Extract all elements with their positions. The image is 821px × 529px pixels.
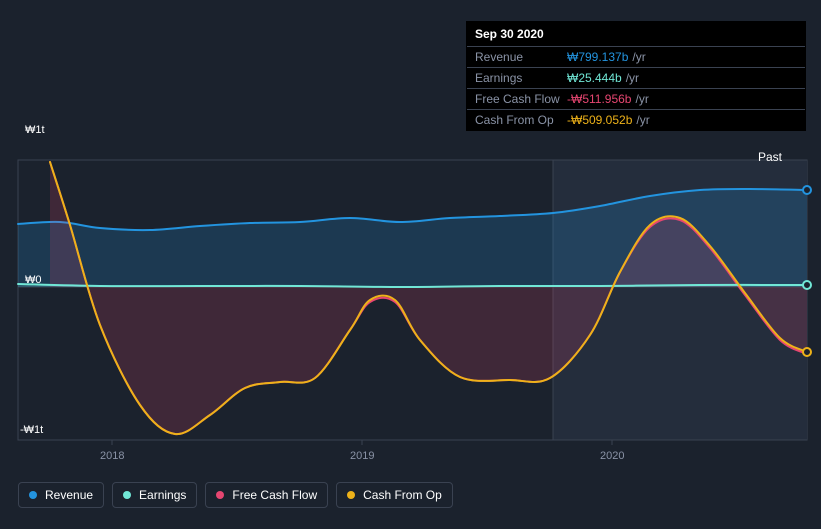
chart-tooltip: Sep 30 2020 Revenue₩799.137b/yrEarnings₩… — [466, 21, 806, 131]
legend-item-free-cash-flow[interactable]: Free Cash Flow — [205, 482, 328, 508]
legend-item-revenue[interactable]: Revenue — [18, 482, 104, 508]
past-label: Past — [758, 150, 782, 164]
x-axis-label: 2019 — [350, 450, 374, 462]
y-axis-label: ₩0 — [25, 274, 42, 286]
legend-label: Free Cash Flow — [232, 488, 317, 502]
tooltip-row-value: -₩509.052b — [567, 113, 632, 127]
tooltip-row-label: Revenue — [475, 50, 567, 64]
tooltip-row-unit: /yr — [636, 113, 649, 127]
legend-dot-icon — [123, 491, 131, 499]
legend-dot-icon — [216, 491, 224, 499]
legend-item-earnings[interactable]: Earnings — [112, 482, 197, 508]
tooltip-row: Cash From Op-₩509.052b/yr — [467, 110, 805, 130]
chart-legend: Revenue Earnings Free Cash Flow Cash From O… — [18, 482, 453, 508]
legend-dot-icon — [347, 491, 355, 499]
legend-label: Earnings — [139, 488, 186, 502]
tooltip-row-value: ₩799.137b — [567, 50, 628, 64]
legend-label: Cash From Op — [363, 488, 442, 502]
tooltip-date: Sep 30 2020 — [467, 22, 805, 47]
x-axis-label: 2018 — [100, 450, 124, 462]
tooltip-row-label: Free Cash Flow — [475, 92, 567, 106]
tooltip-row: Free Cash Flow-₩511.956b/yr — [467, 89, 805, 110]
legend-item-cash-from-op[interactable]: Cash From Op — [336, 482, 453, 508]
tooltip-row-label: Cash From Op — [475, 113, 567, 127]
tooltip-row-label: Earnings — [475, 71, 567, 85]
tooltip-row: Earnings₩25.444b/yr — [467, 68, 805, 89]
tooltip-row-unit: /yr — [626, 71, 639, 85]
tooltip-row-unit: /yr — [635, 92, 648, 106]
legend-dot-icon — [29, 491, 37, 499]
x-axis-label: 2020 — [600, 450, 624, 462]
tooltip-row-value: ₩25.444b — [567, 71, 622, 85]
tooltip-row-unit: /yr — [632, 50, 645, 64]
tooltip-row-value: -₩511.956b — [567, 92, 631, 106]
legend-label: Revenue — [45, 488, 93, 502]
y-axis-label: ₩1t — [25, 124, 45, 136]
y-axis-label: -₩1t — [20, 424, 43, 436]
tooltip-row: Revenue₩799.137b/yr — [467, 47, 805, 68]
